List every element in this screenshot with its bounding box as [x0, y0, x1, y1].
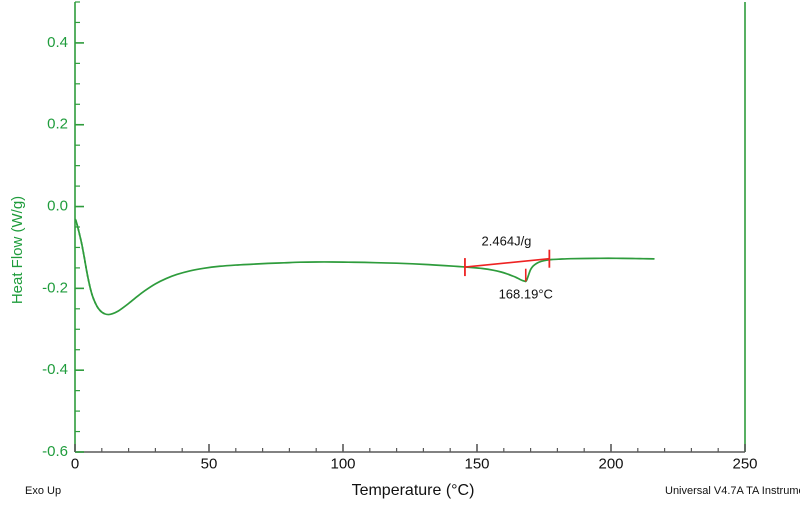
y-tick-label: 0.4: [47, 34, 68, 51]
baseline-line: [464, 257, 550, 268]
integration-baseline-annotation: [464, 249, 551, 282]
heat-flow-curve-dashed-segment: [74, 219, 105, 315]
instrument-footer-note: Universal V4.7A TA Instrume: [665, 485, 800, 497]
y-tick-label: -0.6: [42, 443, 68, 460]
x-tick-label: 150: [464, 455, 489, 472]
y-tick-label: -0.2: [42, 279, 68, 296]
y-tick-label: 0.2: [47, 116, 68, 133]
y-axis-minor-ticks: [75, 1, 80, 433]
peak-temperature-label: 168.19°C: [499, 287, 553, 302]
x-tick-label: 0: [71, 455, 79, 472]
y-tick-label: 0.0: [47, 198, 68, 215]
x-tick-label: 200: [598, 455, 623, 472]
x-axis-tick-labels: 0 50 100 150 200 250: [71, 455, 758, 472]
x-tick-label: 100: [330, 455, 355, 472]
y-axis-title: Heat Flow (W/g): [9, 196, 26, 304]
x-axis-title: Temperature (°C): [352, 482, 475, 499]
x-tick-label: 50: [201, 455, 218, 472]
x-axis-major-ticks: [74, 444, 746, 452]
x-tick-label: 250: [732, 455, 757, 472]
enthalpy-value-label: 2.464J/g: [482, 233, 532, 248]
y-axis-major-ticks: [75, 42, 84, 453]
heat-flow-curve: [74, 218, 655, 316]
x-axis-minor-ticks: [101, 448, 719, 452]
exo-up-note: Exo Up: [25, 485, 61, 497]
y-axis-tick-labels: 0.4 0.2 0.0 -0.2 -0.4 -0.6: [42, 34, 68, 460]
y-tick-label: -0.4: [42, 361, 68, 378]
